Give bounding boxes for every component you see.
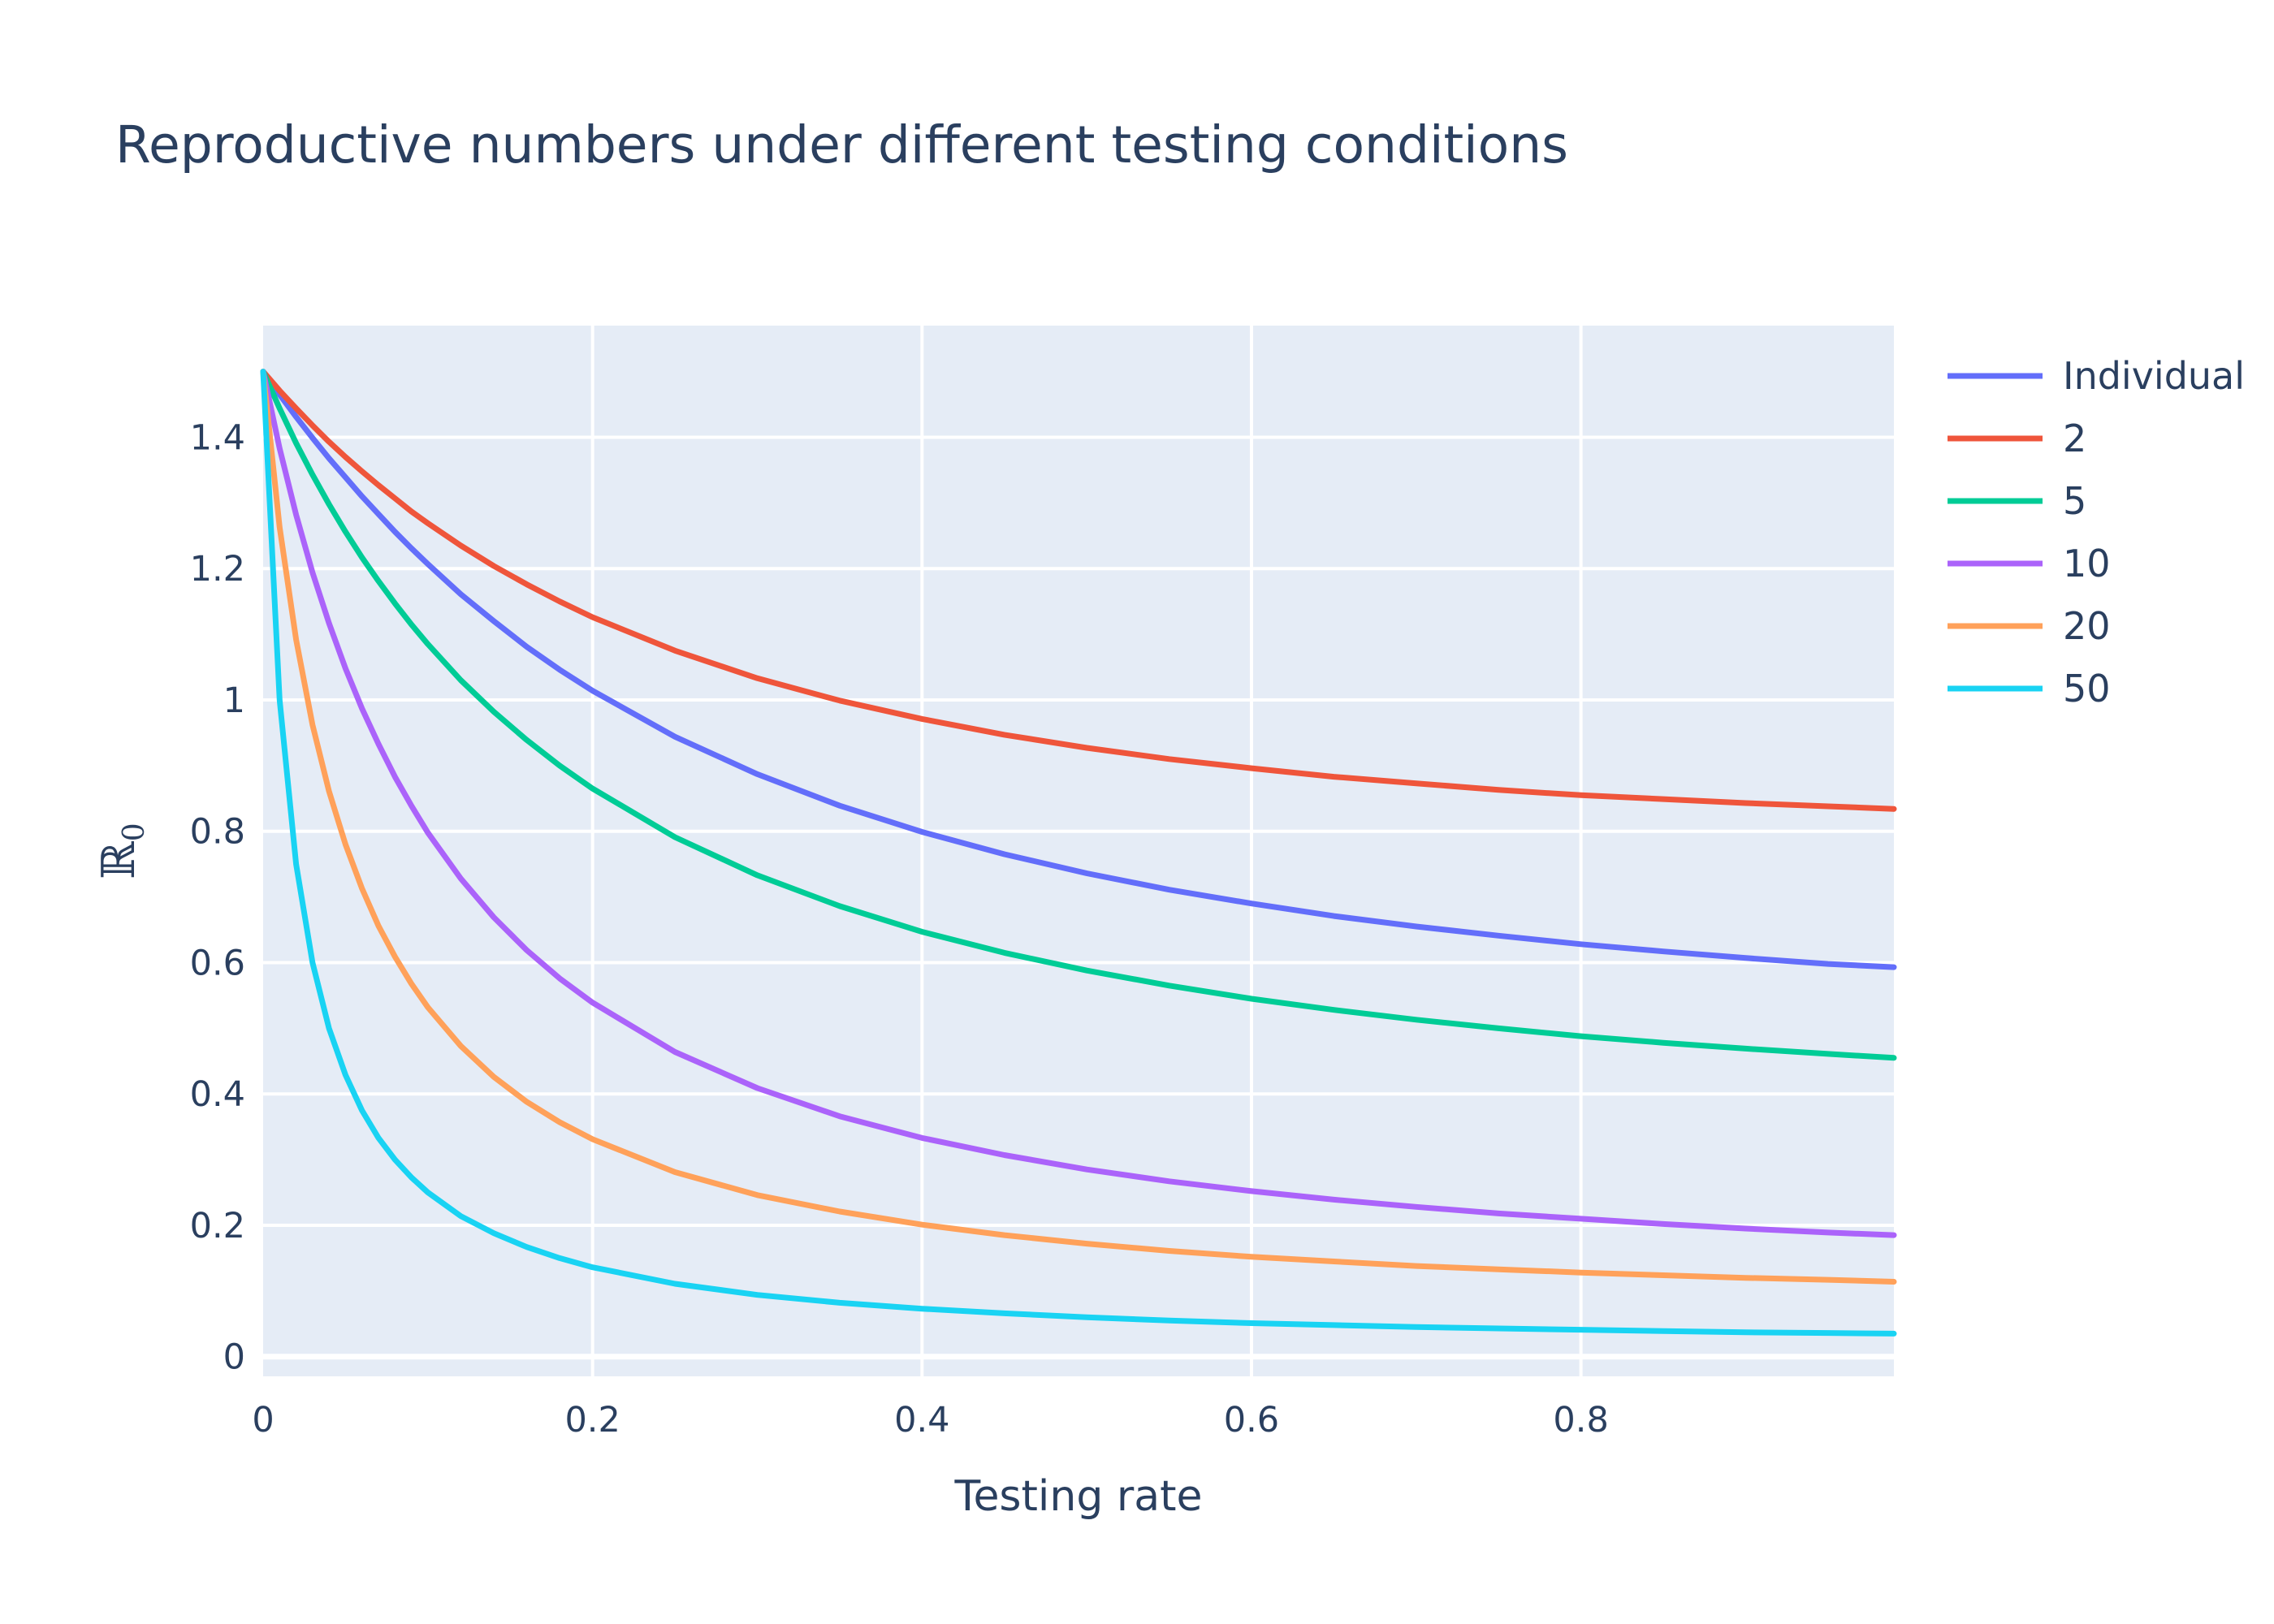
legend-item[interactable]: 10 (1948, 542, 2111, 585)
x-tick-label: 0.8 (1553, 1400, 1608, 1440)
chart-title: Reproductive numbers under different tes… (115, 115, 1568, 175)
legend-label: 50 (2063, 667, 2111, 710)
legend[interactable]: Individual 2 5 10 20 50 (1948, 354, 2245, 710)
series-line-50 (260, 369, 1897, 1337)
x-tick-label: 0.2 (564, 1400, 620, 1440)
y-axis-ticks: 0 0.2 0.4 0.6 0.8 1 1.2 1.4 (190, 417, 245, 1377)
x-tick-label: 0.6 (1224, 1400, 1279, 1440)
legend-item[interactable]: 50 (1948, 667, 2111, 710)
legend-item[interactable]: 20 (1948, 604, 2111, 648)
series-line-individual (260, 369, 1897, 970)
legend-label: 2 (2063, 417, 2086, 460)
y-axis-title-symbol: ℝ (93, 840, 145, 879)
series-line-10 (260, 369, 1897, 1238)
x-axis-ticks: 0 0.2 0.4 0.6 0.8 (252, 1400, 1609, 1440)
series-line-5 (260, 369, 1897, 1061)
legend-item[interactable]: 5 (1948, 479, 2086, 523)
legend-label: 5 (2063, 479, 2086, 523)
x-tick-label: 0 (252, 1400, 274, 1440)
series-line-2 (260, 369, 1897, 812)
x-tick-label: 0.4 (894, 1400, 949, 1440)
y-tick-label: 1.2 (190, 549, 245, 590)
legend-label: 20 (2063, 604, 2111, 648)
svg-text:ℝ0: ℝ0 (93, 823, 151, 879)
y-axis-title-subscript: 0 (118, 823, 151, 841)
y-tick-label: 0.6 (190, 943, 245, 983)
grid-lines (263, 326, 1894, 1376)
y-tick-label: 1 (223, 680, 245, 721)
legend-item[interactable]: Individual (1948, 354, 2245, 398)
y-axis-title: ℝ0 (93, 823, 151, 879)
plot-area (263, 326, 1894, 1376)
y-tick-label: 1.4 (190, 417, 245, 458)
y-tick-label: 0.8 (190, 812, 245, 853)
series-line-20 (260, 369, 1897, 1285)
y-tick-label: 0.4 (190, 1074, 245, 1115)
series-lines (260, 369, 1897, 1337)
legend-label: 10 (2063, 542, 2111, 585)
legend-item[interactable]: 2 (1948, 417, 2086, 460)
legend-label: Individual (2063, 354, 2245, 398)
y-tick-label: 0 (223, 1337, 245, 1378)
x-axis-title: Testing rate (954, 1472, 1203, 1521)
y-tick-label: 0.2 (190, 1206, 245, 1246)
